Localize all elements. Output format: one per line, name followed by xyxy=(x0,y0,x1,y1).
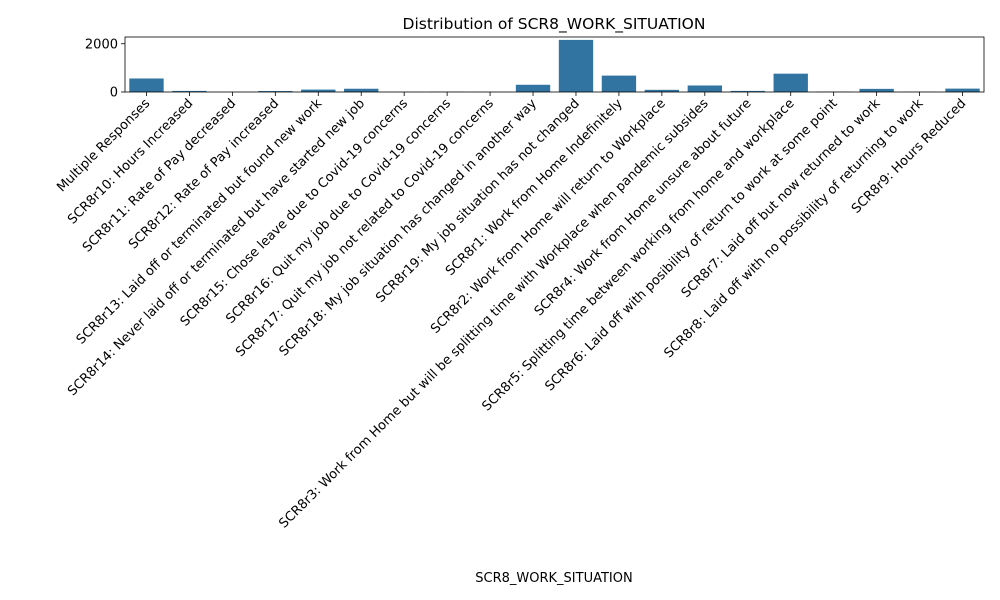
y-axis: 0 2000 xyxy=(85,37,125,101)
bars-group xyxy=(129,39,980,92)
bar-3 xyxy=(258,91,293,92)
x-axis-label: SCR8_WORK_SITUATION xyxy=(475,571,632,586)
bar-4 xyxy=(301,89,336,92)
y-tick-label-0: 0 xyxy=(110,86,118,101)
bar-15 xyxy=(773,73,808,92)
bar-10 xyxy=(558,39,594,92)
bar-11 xyxy=(601,75,637,92)
bar-14 xyxy=(730,90,765,92)
bar-17 xyxy=(859,88,894,92)
bar-9 xyxy=(515,84,551,92)
chart-title: Distribution of SCR8_WORK_SITUATION xyxy=(403,15,706,34)
bar-19 xyxy=(945,88,980,92)
bar-13 xyxy=(687,85,723,92)
bar-5 xyxy=(344,88,379,92)
y-tick-label-1: 2000 xyxy=(85,37,118,52)
bar-1 xyxy=(172,90,207,92)
bar-0 xyxy=(129,78,164,92)
bar-12 xyxy=(644,89,680,92)
plot-frame xyxy=(124,36,985,93)
